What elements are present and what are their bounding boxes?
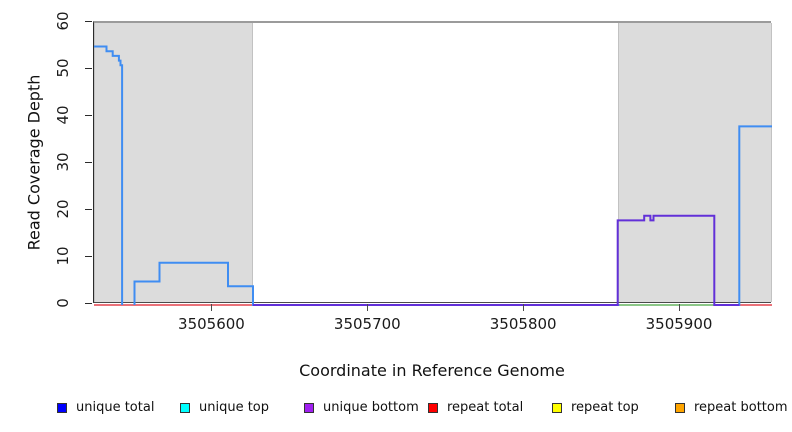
- legend-label: unique total: [76, 400, 155, 415]
- y-tick-label: 60: [54, 11, 72, 31]
- legend-label: repeat top: [571, 400, 639, 415]
- y-axis-tick: [85, 208, 92, 210]
- series-path-unique-total: [94, 45, 772, 306]
- x-axis-tick: [366, 304, 368, 311]
- y-tick-label: 40: [54, 105, 72, 125]
- legend-label: repeat total: [447, 400, 524, 415]
- y-tick-label: 0: [54, 298, 72, 308]
- legend-swatch-repeat-total: [428, 402, 438, 413]
- legend-swatch-unique-top: [180, 402, 190, 413]
- y-axis-tick: [85, 20, 92, 22]
- x-tick-label: 3505600: [178, 315, 245, 333]
- legend-swatch-repeat-bottom: [675, 402, 685, 413]
- y-tick-label: 30: [54, 152, 72, 172]
- y-tick-label: 10: [54, 246, 72, 266]
- y-axis-tick: [85, 255, 92, 257]
- shaded-region: [617, 23, 772, 302]
- x-tick-label: 3505700: [333, 315, 401, 333]
- x-axis-tick: [522, 304, 524, 311]
- legend-item-repeat-bottom: repeat bottom: [675, 400, 788, 415]
- plot-area: [93, 21, 772, 306]
- legend-label: unique top: [199, 400, 270, 415]
- legend-item-unique-bottom: unique bottom: [304, 400, 419, 415]
- series-path-unique-bottom: [253, 214, 740, 306]
- x-tick-label: 3505800: [489, 315, 557, 333]
- legend-swatch-unique-total: [57, 402, 67, 413]
- y-axis-tick: [85, 302, 92, 304]
- shaded-region: [94, 23, 253, 302]
- legend-item-repeat-top: repeat top: [552, 400, 639, 415]
- legend-item-unique-top: unique top: [180, 400, 269, 415]
- x-tick-label: 3505900: [645, 315, 713, 333]
- y-axis-tick: [85, 161, 92, 163]
- x-axis-tick: [210, 304, 212, 311]
- legend-label: unique bottom: [323, 400, 419, 415]
- y-axis-tick: [85, 67, 92, 69]
- legend-label: repeat bottom: [694, 400, 788, 415]
- x-axis-title: Coordinate in Reference Genome: [299, 361, 565, 380]
- y-tick-label: 50: [54, 58, 72, 78]
- y-axis-tick: [85, 114, 92, 116]
- legend-swatch-unique-bottom: [304, 402, 314, 413]
- series-layer: [94, 45, 772, 306]
- legend-item-unique-total: unique total: [57, 400, 154, 415]
- y-tick-label: 20: [54, 199, 72, 219]
- legend-swatch-repeat-top: [552, 402, 562, 413]
- legend-item-repeat-total: repeat total: [428, 400, 523, 415]
- x-axis-tick: [678, 304, 680, 311]
- y-axis-title: Read Coverage Depth: [24, 74, 44, 251]
